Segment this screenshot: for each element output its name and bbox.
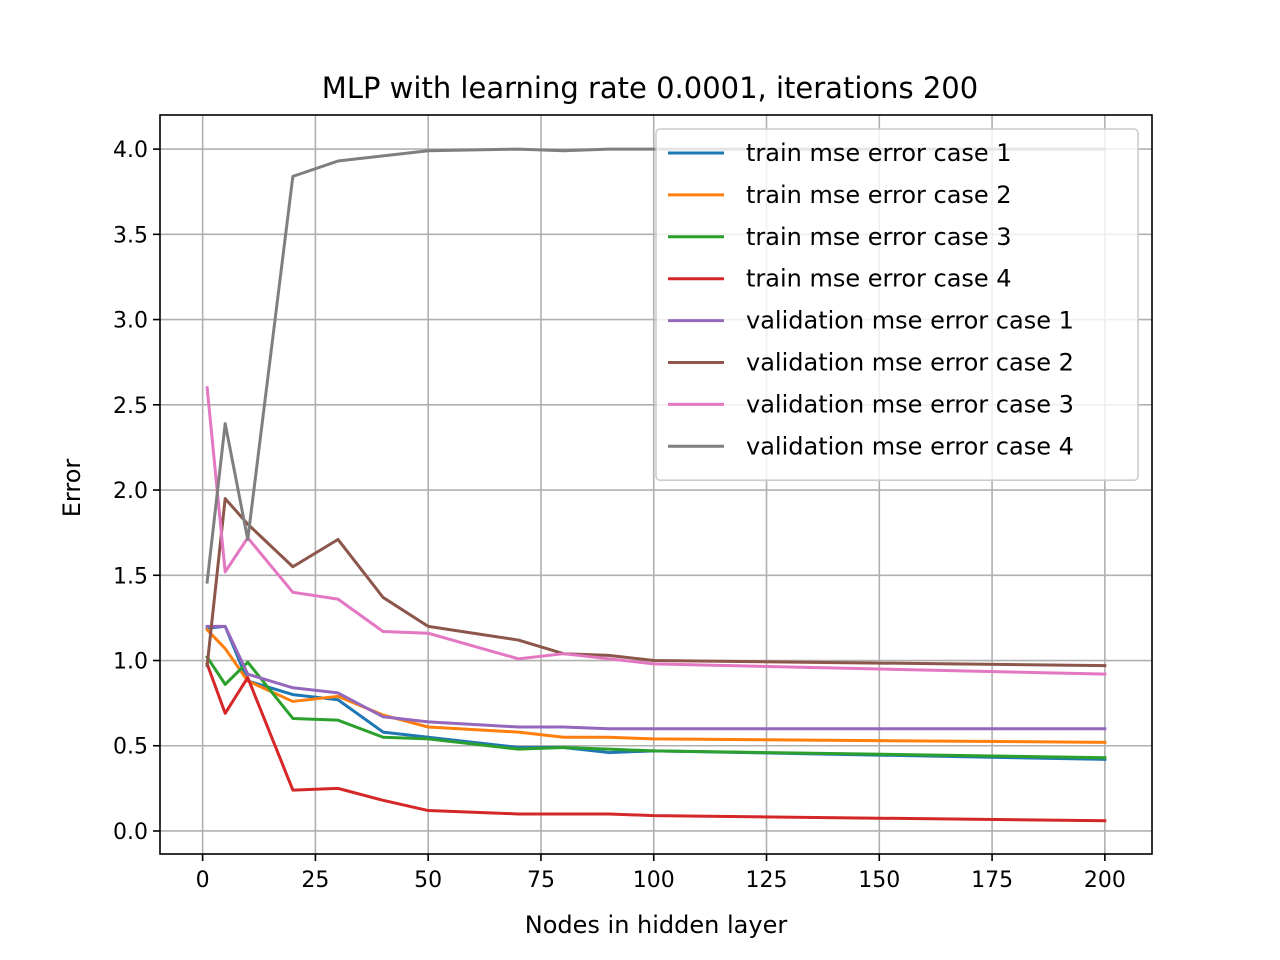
legend-label-7: validation mse error case 3	[746, 390, 1074, 418]
axis-ticks: 0 25 50 75 100 125 150 175 200 0.0 0.5 1.0 1.5 2.0 2.5…	[113, 138, 1126, 893]
legend-label-2: train mse error case 2	[746, 181, 1012, 209]
legend-box	[655, 128, 1139, 482]
plot-frame	[159, 114, 1153, 855]
series-line-2	[205, 627, 1107, 744]
legend-label-1: train mse error case 1	[746, 139, 1012, 167]
y-tick-label: 4.0	[113, 138, 148, 163]
y-tick-label: 3.5	[113, 223, 148, 248]
legend-label-4: train mse error case 4	[746, 265, 1012, 293]
legend-label-6: validation mse error case 2	[746, 349, 1074, 377]
x-tick-label: 25	[301, 868, 329, 893]
chart-title: MLP with learning rate 0.0001, iteration…	[322, 71, 978, 105]
legend-label-3: train mse error case 3	[746, 223, 1012, 251]
legend: train mse error case 1 train mse error ca…	[655, 128, 1139, 482]
x-tick-label: 125	[746, 868, 788, 893]
x-tick-label: 75	[527, 868, 555, 893]
series-lines	[205, 147, 1107, 823]
x-tick-label: 100	[633, 868, 675, 893]
x-axis-label: Nodes in hidden layer	[525, 911, 788, 939]
x-tick-label: 175	[971, 868, 1013, 893]
series-line-7	[205, 386, 1107, 676]
x-tick-label: 150	[858, 868, 900, 893]
series-line-1	[205, 624, 1107, 761]
legend-label-8: validation mse error case 4	[746, 432, 1074, 460]
y-tick-label: 1.5	[113, 564, 148, 589]
series-line-8	[205, 147, 1107, 584]
x-tick-label: 200	[1084, 868, 1126, 893]
x-tick-label: 50	[414, 868, 442, 893]
series-line-5	[205, 624, 1107, 731]
y-tick-label: 3.0	[113, 309, 148, 334]
y-tick-label: 0.0	[113, 820, 148, 845]
legend-label-5: validation mse error case 1	[746, 307, 1074, 335]
y-tick-label: 1.0	[113, 650, 148, 675]
x-tick-label: 0	[196, 868, 210, 893]
series-line-4	[205, 661, 1107, 823]
y-axis-label: Error	[58, 459, 86, 518]
y-tick-label: 2.0	[113, 479, 148, 504]
y-tick-label: 0.5	[113, 735, 148, 760]
y-tick-label: 2.5	[113, 394, 148, 419]
